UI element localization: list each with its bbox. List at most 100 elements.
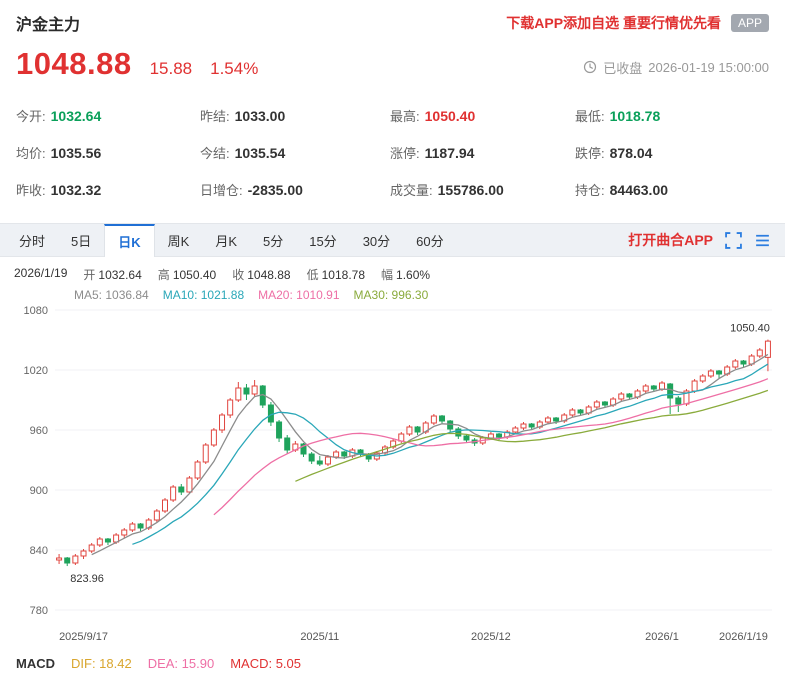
quote-value: 878.04 [609,145,653,161]
ohlc-date: 2026/1/19 [14,266,68,280]
ohlc-pair-label: 幅 [381,268,394,282]
quote-value: 1187.94 [424,145,475,161]
svg-text:900: 900 [30,485,48,497]
svg-text:2025/11: 2025/11 [300,631,339,643]
quote-cell: 最低: 1018.78 [575,106,769,125]
candles [56,339,771,567]
x-axis: 2025/9/17 2025/11 2025/12 2026/1 2026/1/19 [59,631,768,643]
menu-icon[interactable] [754,232,771,249]
y-axis: 1080 1020 960 900 840 780 [24,305,772,617]
quote-label: 最低: [575,109,605,124]
macd-title: MACD [16,656,55,671]
last-price: 1048.88 [16,46,132,81]
ma-legend-item: MA20: 1010.91 [258,288,340,302]
quote-label: 昨结: [200,109,230,124]
ohlc-info-line: 2026/1/19 开 1032.64 高 1050.40 收 1048.88 低 1018.… [0,257,785,283]
svg-text:840: 840 [30,545,48,557]
quote-grid: 今开: 1032.64 昨结: 1033.00 最高: 1050.40 最低: 1018.78… [16,106,769,223]
quote-cell: 日增仓: -2835.00 [200,180,390,199]
ma-legend-item: MA5: 1036.84 [74,288,149,302]
quote-cell: 跌停: 878.04 [575,143,769,162]
ohlc-pair-value: 1018.78 [321,268,366,282]
contract-title: 沪金主力 [16,17,81,34]
quote-cell: 涨停: 1187.94 [390,143,575,162]
quote-cell: 成交量: 155786.00 [390,180,575,199]
quote-label: 今开: [16,109,46,124]
quote-label: 最高: [390,109,420,124]
quote-cell: 昨收: 1032.32 [16,180,200,199]
close-timestamp: 2026-01-19 15:00:00 [648,59,769,75]
ohlc-pair: 高 1050.40 [158,266,216,283]
quote-value: 155786.00 [437,182,504,198]
market-status: 已收盘 2026-01-19 15:00:00 [583,58,769,77]
svg-text:780: 780 [30,605,48,617]
ohlc-pair-label: 收 [232,268,245,282]
quote-value: 84463.00 [609,182,669,198]
ohlc-pair: 收 1048.88 [232,266,290,283]
svg-text:960: 960 [30,425,48,437]
quote-label: 日增仓: [200,183,243,198]
quote-label: 均价: [16,146,46,161]
tab-15分[interactable]: 15分 [309,233,337,249]
ohlc-pair: 低 1018.78 [307,266,365,283]
svg-text:1080: 1080 [24,305,48,317]
tab-60分[interactable]: 60分 [416,233,444,249]
quote-value: 1033.00 [234,108,286,124]
quote-cell: 最高: 1050.40 [390,106,575,125]
svg-text:1020: 1020 [24,365,48,377]
quote-cell: 昨结: 1033.00 [200,106,390,125]
ma-lines [91,353,769,556]
tab-5分[interactable]: 5分 [262,233,284,249]
svg-text:1050.40: 1050.40 [730,323,770,335]
download-app-link[interactable]: 下载APP添加自选 重要行情优先看 [506,15,721,31]
svg-text:2025/9/17: 2025/9/17 [59,631,108,643]
quote-label: 今结: [200,146,230,161]
tab-月K[interactable]: 月K [215,233,237,249]
tab-30分[interactable]: 30分 [362,233,391,249]
quote-value: -2835.00 [247,182,303,198]
quote-cell: 均价: 1035.56 [16,143,200,162]
ohlc-pair-value: 1048.88 [247,268,291,282]
price-change-pct: 1.54% [210,59,259,78]
period-tabs: 分时 5日 日K 周K 月K 5分 15分 30分 60分 [0,224,457,257]
quote-header: 沪金主力 下载APP添加自选 重要行情优先看 APP 1048.88 15.88… [0,0,785,223]
ma-legend-item: MA30: 996.30 [353,288,429,302]
quote-value: 1032.64 [50,108,102,124]
quote-value: 1035.54 [234,145,286,161]
annotations: 823.96 1050.40 [70,323,770,585]
ohlc-pair-value: 1032.64 [98,268,142,282]
period-tabbar: 分时 5日 日K 周K 月K 5分 15分 30分 60分 打开曲合APP [0,223,785,257]
quote-cell: 持仓: 84463.00 [575,180,769,199]
macd-item: MACD: 5.05 [230,656,302,671]
open-app-link[interactable]: 打开曲合APP [628,232,713,248]
svg-text:2026/1: 2026/1 [645,631,679,643]
ohlc-pair-value: 1050.40 [172,268,217,282]
market-status-label: 已收盘 [603,60,643,76]
ma-legend: MA5: 1036.84 MA10: 1021.88 MA20: 1010.91 MA… [0,283,785,302]
quote-value: 1035.56 [50,145,102,161]
quote-label: 持仓: [575,183,605,198]
tab-分时[interactable]: 分时 [19,233,46,249]
price-change: 15.88 [149,59,193,78]
tab-日K[interactable]: 日K [104,224,155,257]
quote-value: 1050.40 [424,108,476,124]
quote-label: 跌停: [575,146,605,161]
quote-cell: 今开: 1032.64 [16,106,200,125]
svg-text:823.96: 823.96 [70,573,104,585]
svg-text:2025/12: 2025/12 [471,631,511,643]
tab-5日[interactable]: 5日 [71,233,92,249]
fullscreen-icon[interactable] [725,231,742,249]
quote-value: 1018.78 [609,108,661,124]
ohlc-pair-label: 低 [306,268,319,282]
macd-item: DEA: 15.90 [147,656,215,671]
macd-item: DIF: 18.42 [71,656,132,671]
kline-chart[interactable]: 1080 1020 960 900 840 780 2025/9/17 2025/11 2025… [0,302,785,650]
clock-icon [584,60,597,74]
ohlc-pair-label: 开 [83,268,96,282]
macd-row: MACD DIF: 18.42 DEA: 15.90 MACD: 5.05 [0,650,785,671]
tab-周K[interactable]: 周K [167,233,190,249]
app-badge[interactable]: APP [730,14,769,32]
ohlc-pair-value: 1.60% [396,268,431,282]
quote-label: 涨停: [390,146,420,161]
